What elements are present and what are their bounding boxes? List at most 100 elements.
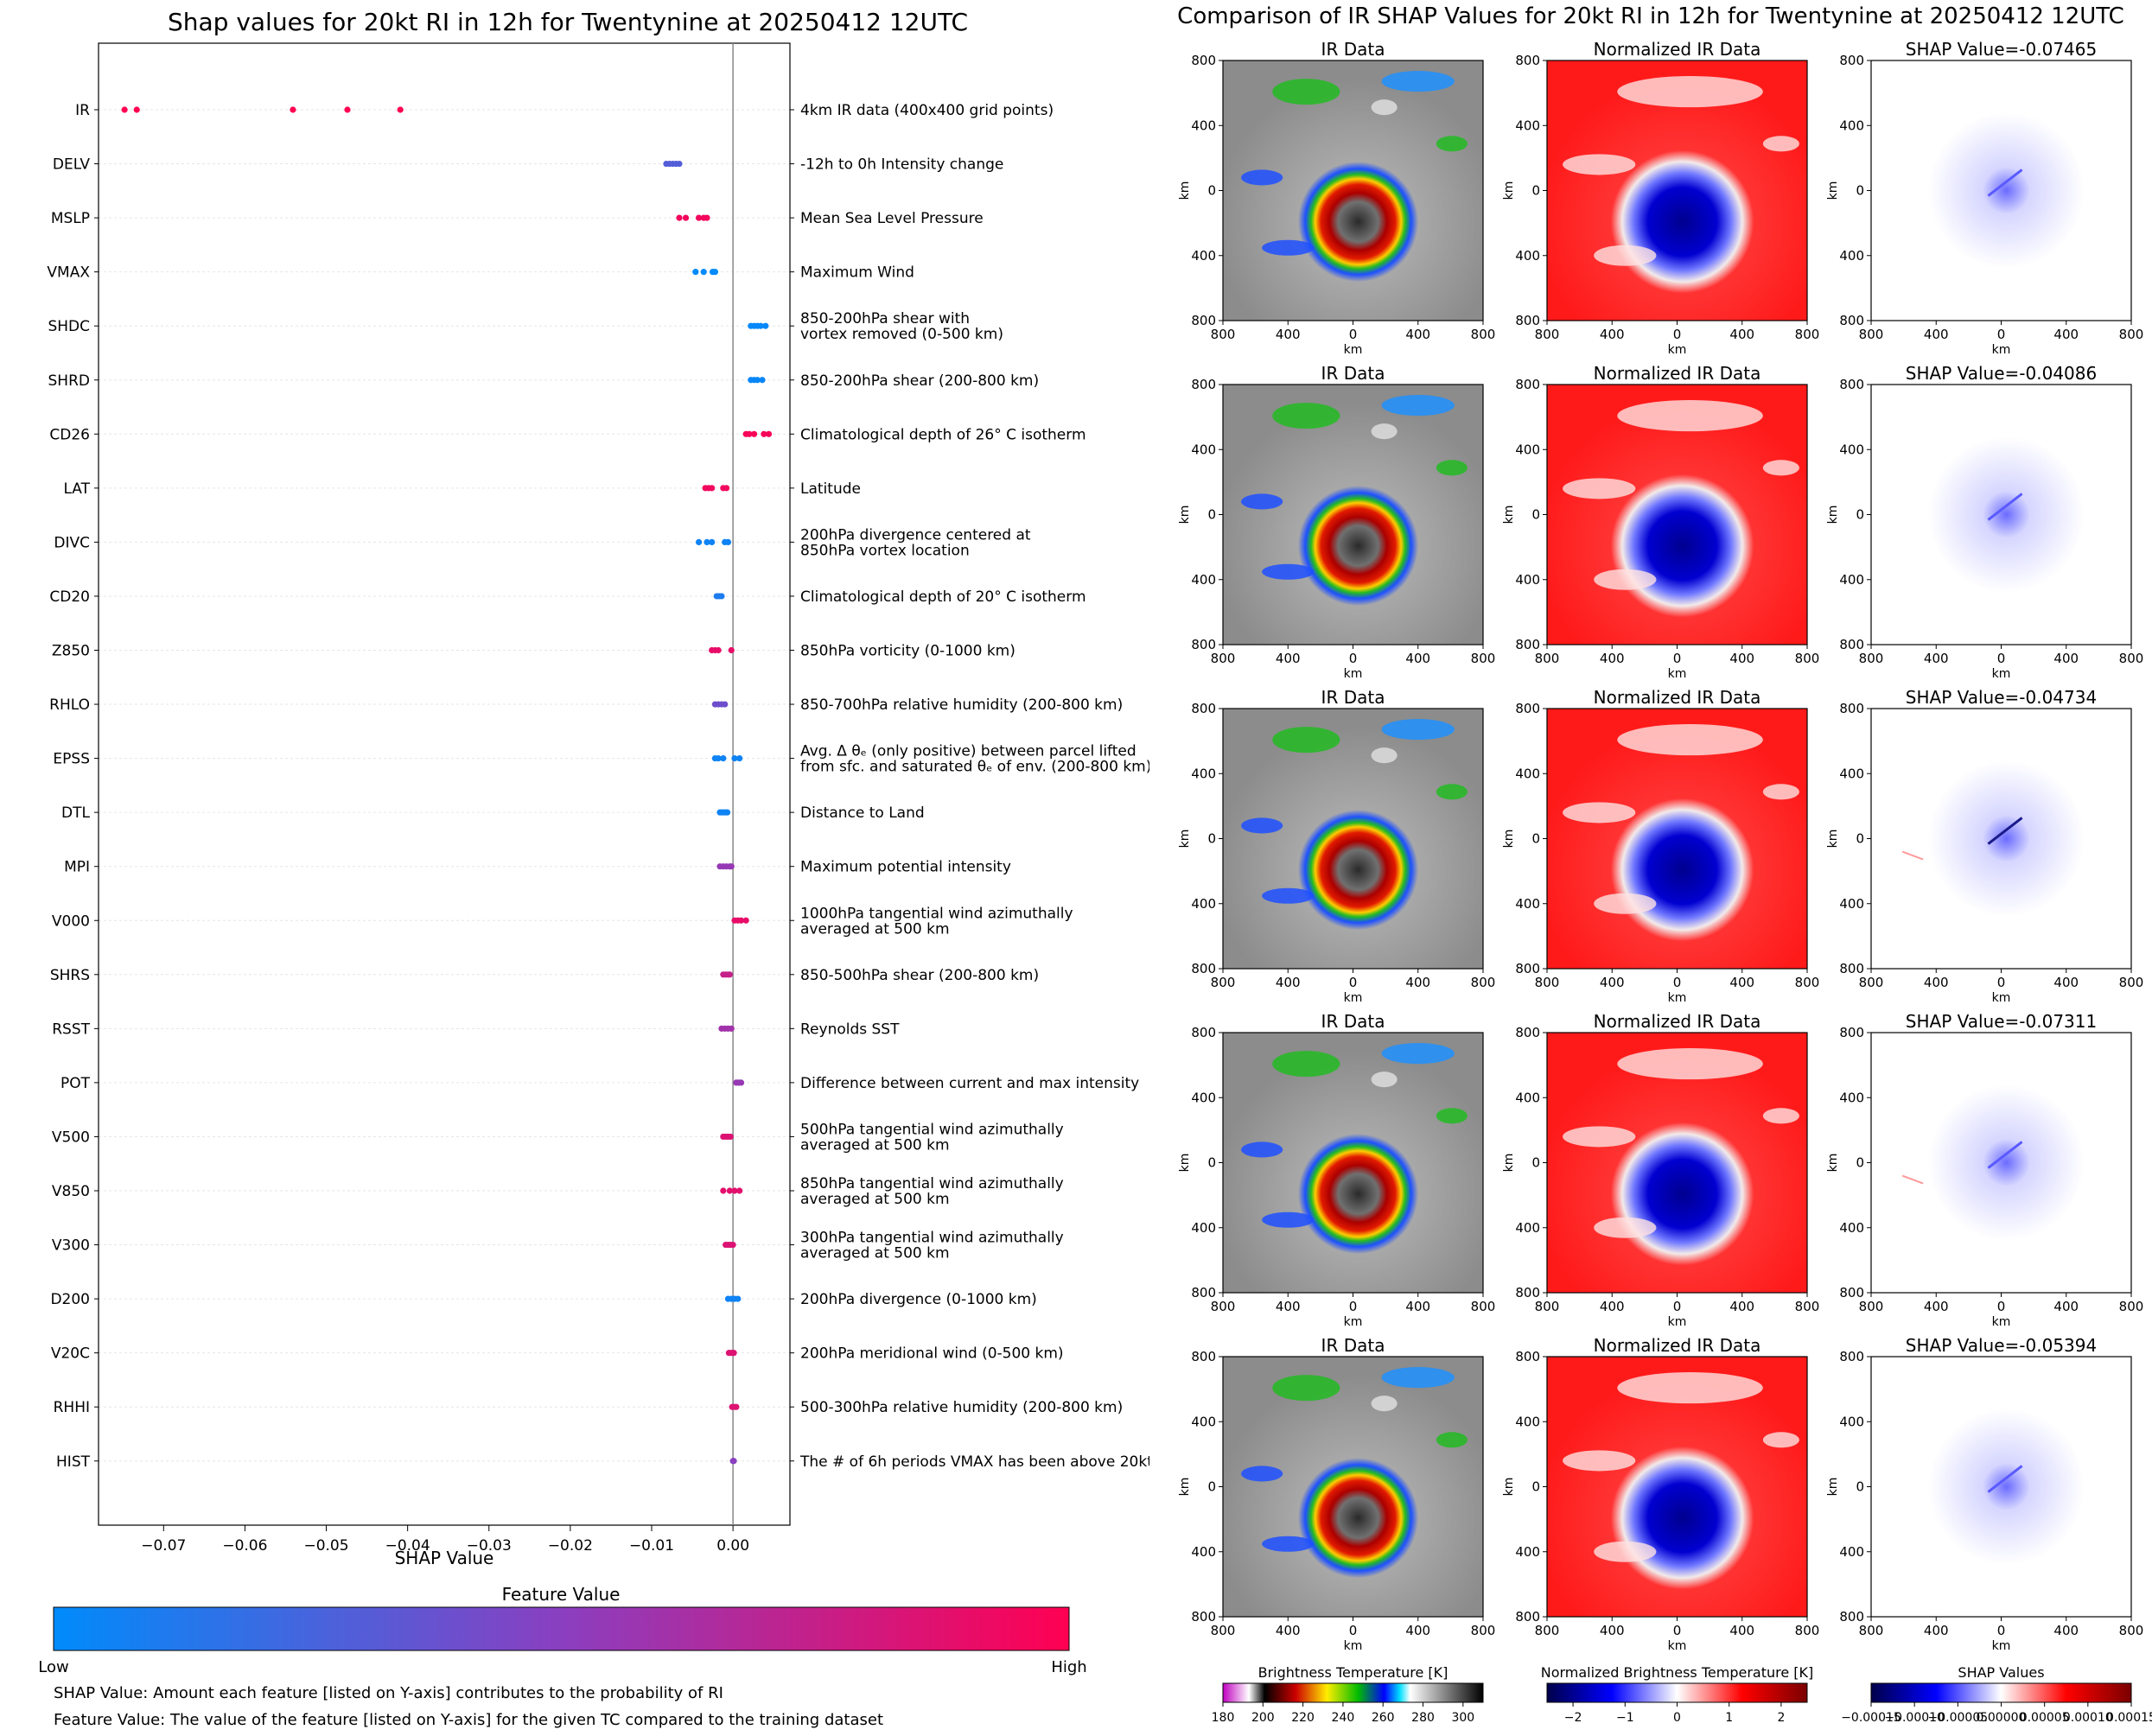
panel-title: SHAP Value=-0.05394 bbox=[1906, 1335, 2097, 1356]
colorbar-tick-label: 0 bbox=[1673, 1711, 1681, 1725]
x-tick-label: 400 bbox=[1600, 327, 1625, 342]
feature-name-label: DTL bbox=[61, 804, 90, 822]
y-tick-label: 800 bbox=[1191, 1285, 1216, 1300]
y-tick-label: 800 bbox=[1839, 1025, 1864, 1040]
colorbar-gradient bbox=[1546, 1682, 1808, 1703]
feature-description-label: 1000hPa tangential wind azimuthally bbox=[800, 905, 1073, 922]
x-tick-label: 0 bbox=[1997, 327, 2006, 342]
y-tick-label: 400 bbox=[1191, 1414, 1216, 1429]
x-tick-label: 400 bbox=[1600, 1299, 1625, 1314]
shap-point bbox=[730, 1458, 737, 1465]
x-tick-label: 800 bbox=[1795, 1623, 1820, 1638]
feature-description-label: 850hPa tangential wind azimuthally bbox=[800, 1175, 1064, 1192]
x-tick-label: 800 bbox=[1859, 1623, 1884, 1638]
chart-title: Shap values for 20kt RI in 12h for Twent… bbox=[168, 8, 968, 36]
y-tick-label: 800 bbox=[1839, 377, 1864, 392]
x-tick-label: −0.06 bbox=[222, 1537, 267, 1555]
x-tick-label: 0 bbox=[1997, 651, 2006, 666]
x-tick-label: 800 bbox=[1535, 1299, 1560, 1314]
panel-title: IR Data bbox=[1321, 1335, 1385, 1356]
ir-image bbox=[1223, 60, 1483, 321]
x-axis-label: km bbox=[1668, 343, 1687, 357]
shap-point bbox=[692, 269, 699, 276]
y-tick-label: 0 bbox=[1207, 1155, 1216, 1171]
feature-description-label: Distance to Land bbox=[800, 804, 925, 822]
cloud-band bbox=[1371, 99, 1398, 116]
cloud-band bbox=[1563, 802, 1636, 823]
feature-name-label: POT bbox=[60, 1075, 91, 1092]
shap-point bbox=[290, 106, 296, 113]
feature-name-label: IR bbox=[75, 102, 90, 119]
feature-row: V300 300hPa tangential wind azimuthallyav… bbox=[52, 1230, 1064, 1262]
y-axis-label: km bbox=[1178, 506, 1192, 525]
y-tick-label: 400 bbox=[1191, 248, 1216, 264]
x-tick-label: 800 bbox=[1859, 651, 1884, 666]
x-tick-label: −0.01 bbox=[629, 1537, 674, 1555]
colorbar-tick-label: 0.00000 bbox=[1977, 1711, 2027, 1725]
shap-point bbox=[742, 917, 749, 924]
feature-row: IR 4km IR data (400x400 grid points) bbox=[75, 102, 1054, 119]
y-tick-label: 800 bbox=[1191, 313, 1216, 328]
y-tick-label: 400 bbox=[1515, 572, 1540, 588]
y-tick-label: 0 bbox=[1856, 1155, 1864, 1171]
cloud-band bbox=[1371, 423, 1398, 440]
cloud-band bbox=[1272, 1375, 1340, 1402]
y-tick-label: 0 bbox=[1207, 507, 1216, 523]
panel-title: IR Data bbox=[1321, 363, 1385, 384]
x-tick-label: 400 bbox=[1924, 1299, 1949, 1314]
x-axis-label: km bbox=[1344, 1639, 1363, 1653]
feature-description-label: 200hPa divergence centered at bbox=[800, 526, 1031, 544]
shap-point bbox=[759, 377, 766, 384]
colorbar-tick-label: 200 bbox=[1251, 1711, 1275, 1725]
x-axis-label: km bbox=[1668, 1639, 1687, 1653]
x-axis-label: km bbox=[1344, 667, 1363, 681]
shap-image bbox=[1871, 709, 2131, 969]
x-tick-label: 400 bbox=[1405, 327, 1430, 342]
y-tick-label: 800 bbox=[1515, 313, 1540, 328]
x-tick-label: 800 bbox=[1211, 1623, 1236, 1638]
y-tick-label: 800 bbox=[1515, 1609, 1540, 1625]
y-tick-label: 800 bbox=[1515, 701, 1540, 716]
x-tick-label: 400 bbox=[1924, 327, 1949, 342]
shap-image bbox=[1871, 1033, 2131, 1293]
cloud-band bbox=[1262, 887, 1315, 904]
shap-point bbox=[695, 538, 703, 546]
x-axis: −0.07 −0.06 −0.05 −0.04 −0.03 −0.02 −0.01 0.00 bbox=[141, 1525, 749, 1555]
y-tick-label: 400 bbox=[1839, 118, 1864, 133]
norm-panel: Normalized IR Data8008004004000040040080… bbox=[1502, 363, 1819, 681]
colorbar-tick-label: 280 bbox=[1411, 1711, 1435, 1725]
cloud-band bbox=[1594, 1541, 1657, 1562]
y-tick-label: 0 bbox=[1207, 1479, 1216, 1495]
cloud-band bbox=[1241, 493, 1283, 510]
x-tick-label: 800 bbox=[1535, 651, 1560, 666]
x-tick-label: 0 bbox=[1997, 975, 2006, 990]
cloud-band bbox=[1436, 460, 1468, 476]
feature-name-label: Z850 bbox=[52, 643, 90, 660]
feature-row: D200 200hPa divergence (0-1000 km) bbox=[50, 1291, 1036, 1308]
feature-description-label: vortex removed (0-500 km) bbox=[800, 326, 1003, 343]
y-tick-label: 400 bbox=[1515, 442, 1540, 457]
cloud-band bbox=[1563, 1450, 1636, 1472]
shap-point bbox=[720, 755, 727, 762]
feature-name-label: CD20 bbox=[49, 588, 90, 606]
x-tick-label: 800 bbox=[1471, 975, 1496, 990]
shap-point bbox=[133, 106, 140, 113]
panel-title: IR Data bbox=[1321, 1011, 1385, 1032]
x-tick-label: 0 bbox=[1349, 651, 1358, 666]
cloud-band bbox=[1272, 1051, 1340, 1078]
shap-point bbox=[709, 485, 716, 492]
x-tick-label: 800 bbox=[2119, 1299, 2144, 1314]
feature-name-label: DIVC bbox=[54, 534, 90, 551]
shap-point bbox=[727, 1133, 734, 1141]
feature-name-label: RHLO bbox=[49, 696, 90, 714]
y-axis-label: km bbox=[1826, 181, 1840, 200]
cloud-band bbox=[1381, 1367, 1455, 1389]
feature-name-label: DELV bbox=[53, 156, 90, 174]
x-axis-label: km bbox=[1992, 1315, 2011, 1329]
shap-streak bbox=[1987, 817, 2023, 845]
feature-description-label: Reynolds SST bbox=[800, 1021, 900, 1038]
x-tick-label: 400 bbox=[1276, 975, 1301, 990]
